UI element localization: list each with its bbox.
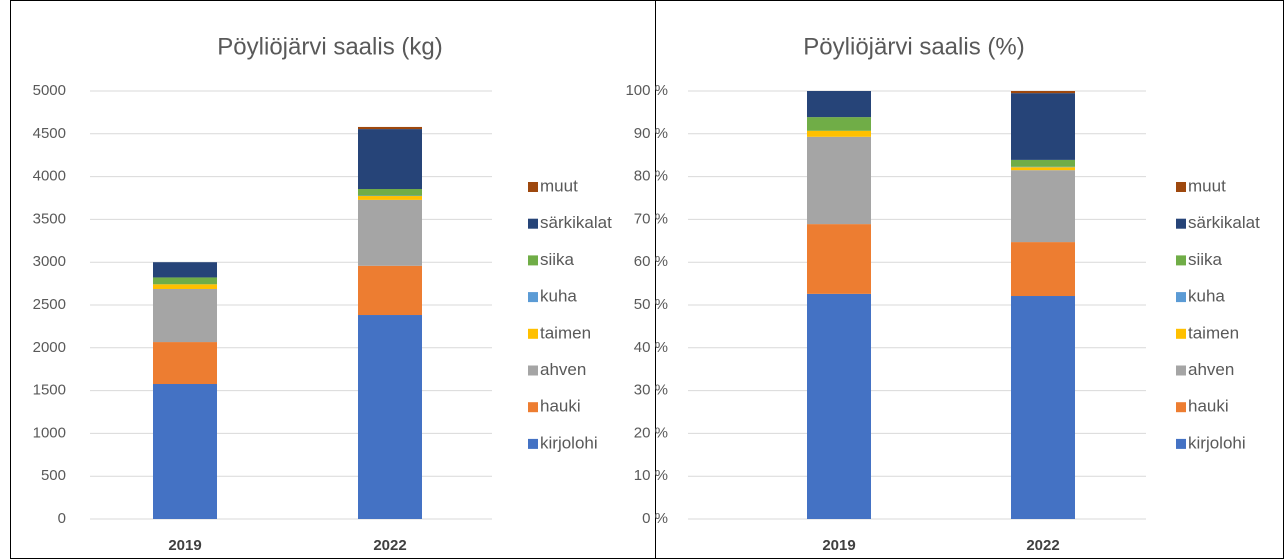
legend-label: muut	[1188, 176, 1226, 195]
y-tick-label: 2500	[33, 296, 66, 313]
bar-segment	[358, 189, 422, 196]
legend-swatch	[528, 328, 538, 339]
y-tick-label: 1000	[33, 424, 66, 441]
legend-swatch	[1176, 438, 1186, 449]
chart-title: Pöyliöjärvi saalis (kg)	[217, 33, 442, 60]
y-tick-label: 5000	[33, 82, 66, 99]
y-tick-label: 10 %	[634, 467, 668, 484]
legend-swatch	[1176, 402, 1186, 413]
legend-label: muut	[540, 176, 578, 195]
bar-segment	[358, 315, 422, 519]
bar-segment	[1011, 91, 1075, 94]
y-tick-label: 2000	[33, 339, 66, 356]
bar-segment	[807, 117, 871, 131]
bar-segment	[807, 91, 871, 118]
bar-segment	[1011, 242, 1075, 297]
x-tick-label: 2019	[822, 537, 855, 554]
y-tick-label: 0	[58, 510, 66, 527]
panel-border	[10, 0, 656, 559]
bar-segment	[807, 224, 871, 294]
legend-swatch	[1176, 218, 1186, 229]
bar-segment	[153, 277, 217, 285]
legend-label: ahven	[540, 360, 586, 379]
y-tick-label: 4500	[33, 125, 66, 142]
legend-swatch	[528, 402, 538, 413]
legend-label: hauki	[540, 397, 581, 416]
bar-segment	[153, 288, 217, 343]
y-tick-label: 70 %	[634, 210, 668, 227]
legend-label: taimen	[540, 323, 591, 342]
legend-swatch	[1176, 365, 1186, 376]
y-tick-label: 20 %	[634, 424, 668, 441]
legend-swatch	[1176, 292, 1186, 303]
panel-border	[655, 0, 1284, 559]
bar-segment	[1011, 170, 1075, 243]
legend-label: hauki	[1188, 397, 1229, 416]
y-tick-label: 30 %	[634, 382, 668, 399]
y-tick-label: 50 %	[634, 296, 668, 313]
legend-label: ahven	[1188, 360, 1234, 379]
legend-swatch	[528, 255, 538, 266]
bar-segment	[358, 196, 422, 200]
bar-segment	[153, 384, 217, 519]
bar-segment	[807, 136, 871, 225]
legend-label: siika	[1188, 250, 1223, 269]
y-tick-label: 500	[41, 467, 66, 484]
legend-swatch	[528, 182, 538, 192]
legend-label: kuha	[1188, 287, 1225, 306]
legend-swatch	[528, 292, 538, 303]
legend-swatch	[1176, 255, 1186, 266]
y-tick-label: 40 %	[634, 339, 668, 356]
y-tick-label: 3000	[33, 253, 66, 270]
legend-label: siika	[540, 250, 575, 269]
y-tick-label: 100 %	[625, 82, 668, 99]
bar-segment	[807, 293, 871, 519]
y-tick-label: 1500	[33, 382, 66, 399]
y-tick-label: 0 %	[642, 510, 668, 527]
bar-segment	[1011, 93, 1075, 160]
x-tick-label: 2022	[1026, 537, 1059, 554]
legend-label: kirjolohi	[1188, 433, 1246, 452]
bar-segment	[1011, 296, 1075, 519]
legend-label: taimen	[1188, 323, 1239, 342]
bar-segment	[153, 342, 217, 385]
bar-segment	[358, 199, 422, 266]
bar-segment	[153, 262, 217, 278]
bar-segment	[358, 265, 422, 316]
y-tick-label: 80 %	[634, 168, 668, 185]
legend-swatch	[528, 438, 538, 449]
x-tick-label: 2019	[168, 537, 201, 554]
legend-label: särkikalat	[1188, 213, 1260, 232]
legend-swatch	[1176, 182, 1186, 192]
y-tick-label: 90 %	[634, 125, 668, 142]
legend-swatch	[528, 365, 538, 376]
bar-segment	[1011, 167, 1075, 171]
legend-swatch	[1176, 328, 1186, 339]
y-tick-label: 60 %	[634, 253, 668, 270]
y-tick-label: 3500	[33, 210, 66, 227]
chart-title: Pöyliöjärvi saalis (%)	[803, 33, 1024, 60]
legend-label: särkikalat	[540, 213, 612, 232]
bar-segment	[358, 129, 422, 190]
y-tick-label: 4000	[33, 168, 66, 185]
bar-segment	[1011, 159, 1075, 167]
bar-segment	[358, 126, 422, 130]
legend-swatch	[528, 218, 538, 229]
x-tick-label: 2022	[373, 537, 406, 554]
bar-segment	[153, 284, 217, 289]
legend-label: kirjolohi	[540, 433, 598, 452]
bar-segment	[807, 130, 871, 137]
legend-label: kuha	[540, 287, 577, 306]
